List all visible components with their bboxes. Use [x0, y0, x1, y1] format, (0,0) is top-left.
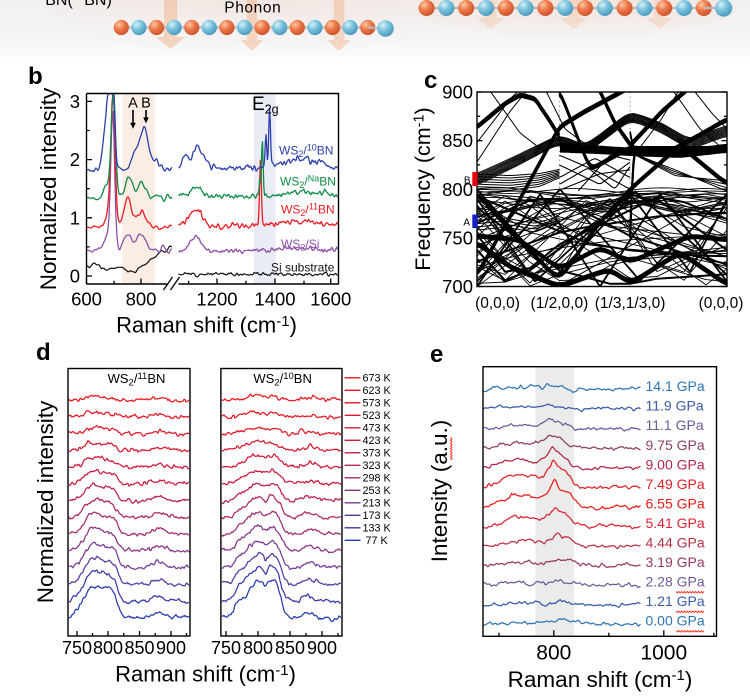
svg-text:573 K: 573 K [363, 398, 392, 410]
svg-text:373 K: 373 K [363, 448, 392, 460]
svg-text:b: b [28, 63, 43, 90]
svg-text:(1/2,0,0): (1/2,0,0) [531, 295, 589, 312]
svg-text:133 K: 133 K [363, 523, 392, 535]
svg-text:900: 900 [156, 638, 186, 658]
svg-text:800: 800 [93, 638, 123, 658]
svg-text:1: 1 [70, 207, 80, 228]
svg-text:Si substrate: Si substrate [271, 261, 335, 275]
svg-text:173 K: 173 K [363, 510, 392, 522]
svg-text:323 K: 323 K [363, 460, 392, 472]
svg-text:WS2/NaBN: WS2/NaBN [280, 174, 336, 191]
svg-text:(1/3,1/3,0): (1/3,1/3,0) [595, 295, 666, 312]
svg-text:750: 750 [442, 227, 473, 248]
svg-text:800: 800 [126, 289, 157, 310]
svg-text:1000: 1000 [640, 642, 687, 665]
svg-text:750: 750 [211, 638, 241, 658]
svg-text:Frequency (cm-1): Frequency (cm-1) [411, 107, 435, 270]
svg-text:800: 800 [442, 179, 473, 200]
svg-text:9.75 GPa: 9.75 GPa [646, 437, 705, 453]
svg-text:11.9 GPa: 11.9 GPa [646, 398, 704, 414]
svg-text:2: 2 [70, 149, 80, 170]
svg-text:750: 750 [62, 638, 92, 658]
svg-text:77 K: 77 K [366, 535, 389, 547]
svg-text:800: 800 [243, 638, 273, 658]
svg-text:Normalized intensity: Normalized intensity [33, 400, 58, 603]
svg-text:6.55 GPa: 6.55 GPa [646, 495, 705, 511]
svg-text:7.49 GPa: 7.49 GPa [646, 476, 705, 492]
svg-text:673 K: 673 K [363, 373, 392, 385]
svg-text:253 K: 253 K [363, 485, 392, 497]
svg-text:2.28 GPa: 2.28 GPa [646, 574, 705, 590]
svg-text:WS2/10BN: WS2/10BN [253, 371, 312, 389]
svg-text:B: B [141, 96, 151, 112]
svg-text:298 K: 298 K [363, 473, 392, 485]
svg-text:5.41 GPa: 5.41 GPa [646, 515, 705, 531]
svg-text:B: B [464, 176, 471, 187]
svg-text:Phonon: Phonon [224, 0, 281, 16]
svg-text:10BN(11BN): 10BN(11BN) [33, 0, 112, 9]
svg-text:(0,0,0): (0,0,0) [475, 295, 520, 312]
svg-text:4.44 GPa: 4.44 GPa [646, 535, 705, 551]
svg-text:WS2/11BN: WS2/11BN [108, 371, 166, 389]
svg-text:WS2/10BN: WS2/10BN [279, 143, 333, 160]
svg-text:523 K: 523 K [363, 410, 392, 422]
svg-text:(0,0,0): (0,0,0) [699, 295, 744, 312]
svg-text:Raman shift (cm-1): Raman shift (cm-1) [115, 662, 296, 687]
svg-text:0: 0 [70, 266, 80, 287]
svg-text:WS2/11BN: WS2/11BN [281, 202, 335, 219]
svg-text:1600: 1600 [310, 289, 351, 310]
svg-text:9.00 GPa: 9.00 GPa [646, 456, 705, 472]
svg-text:3: 3 [70, 91, 80, 112]
svg-text:473 K: 473 K [363, 423, 392, 435]
svg-text:11.1 GPa: 11.1 GPa [646, 417, 704, 433]
svg-text:14.1 GPa: 14.1 GPa [646, 378, 705, 394]
svg-text:WS2/Si: WS2/Si [281, 237, 319, 253]
svg-text:423 K: 423 K [363, 435, 392, 447]
svg-text:1200: 1200 [196, 289, 237, 310]
svg-text:0.00 GPa: 0.00 GPa [646, 613, 705, 629]
svg-text:d: d [36, 339, 51, 366]
svg-text:Normalized intensity: Normalized intensity [36, 87, 61, 290]
svg-text:c: c [424, 67, 437, 94]
svg-text:850: 850 [275, 638, 305, 658]
svg-text:800: 800 [536, 642, 571, 665]
svg-text:e: e [430, 341, 443, 368]
svg-text:1.21 GPa: 1.21 GPa [646, 593, 705, 609]
svg-text:1400: 1400 [254, 289, 295, 310]
svg-text:Raman shift (cm-1): Raman shift (cm-1) [508, 667, 693, 692]
svg-text:A: A [463, 218, 470, 229]
svg-text:Raman shift (cm-1): Raman shift (cm-1) [116, 313, 297, 338]
svg-text:600: 600 [71, 289, 102, 310]
svg-text:850: 850 [124, 638, 154, 658]
svg-text:213 K: 213 K [363, 498, 392, 510]
svg-text:623 K: 623 K [363, 385, 392, 397]
svg-text:900: 900 [307, 638, 337, 658]
svg-text:3.19 GPa: 3.19 GPa [646, 554, 705, 570]
svg-text:900: 900 [442, 82, 473, 103]
svg-text:850: 850 [442, 130, 473, 151]
svg-text:700: 700 [442, 276, 473, 297]
svg-text:A: A [128, 96, 138, 112]
svg-text:Intensity (a.u.): Intensity (a.u.) [427, 420, 452, 563]
